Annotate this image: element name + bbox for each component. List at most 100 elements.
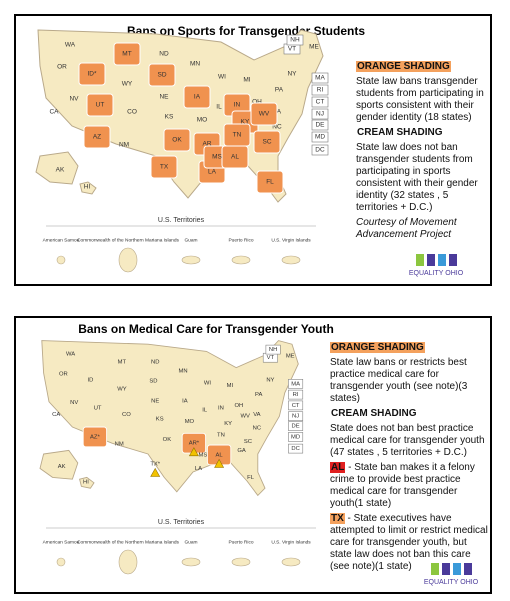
state-label: NE <box>159 94 169 101</box>
state-label-box <box>288 389 304 400</box>
state-label: OH <box>235 403 244 409</box>
territory-shape <box>181 557 201 567</box>
state-label: AK <box>58 464 66 470</box>
state-label: NM <box>115 442 124 448</box>
legend-note: CREAM SHADING <box>356 127 486 139</box>
state-label: WV <box>259 111 270 118</box>
state-label: IA <box>182 398 188 404</box>
state-label: NE <box>151 398 159 404</box>
logo-bar <box>453 563 461 575</box>
state-label-box <box>286 34 304 46</box>
state-shading <box>86 93 114 117</box>
territory-name: U.S. Virgin Islands <box>271 237 311 243</box>
state-label: LA <box>208 169 217 176</box>
state-label: RI <box>293 392 299 398</box>
territory-shape <box>118 549 138 575</box>
logo-bar <box>449 254 457 266</box>
state-label: IL <box>202 407 208 413</box>
state-label-box <box>311 72 329 84</box>
state-label: MO <box>197 117 207 124</box>
state-label: WI <box>218 74 226 81</box>
territory-name: American Samoa <box>43 539 80 545</box>
state-label: WI <box>204 380 212 386</box>
state-label-box <box>311 96 329 108</box>
legend-key: ORANGE SHADING <box>330 342 425 353</box>
state-label-box <box>288 443 304 454</box>
state-shading <box>253 130 281 154</box>
state-label: AR* <box>189 441 200 447</box>
state-label: HI <box>83 479 89 485</box>
legend-text: State law does not ban transgender stude… <box>356 142 478 213</box>
state-label: AL <box>231 154 239 161</box>
legend-notes: ORANGE SHADING State law bans or restrict… <box>330 342 488 576</box>
state-shading <box>221 145 249 169</box>
state-shading <box>82 426 108 448</box>
slide-sports: Bans on Sports for Transgender Students W… <box>14 14 492 286</box>
state-label: WA <box>65 42 76 49</box>
state-label: OH <box>252 99 262 106</box>
territory-shape <box>56 557 66 567</box>
territory-name: Commonwealth of the Northern Mariana Isl… <box>77 237 179 243</box>
state-label: DC <box>291 446 299 452</box>
state-label: WA <box>66 352 75 358</box>
state-label: MN <box>190 61 200 68</box>
territory-name: Puerto Rico <box>228 237 253 243</box>
state-shading <box>150 155 178 179</box>
state-label: TX* <box>150 461 160 467</box>
state-label: NV <box>70 400 78 406</box>
state-label: PA <box>275 87 284 94</box>
warning-icon <box>150 467 161 477</box>
state-label-box <box>288 400 304 411</box>
state-label: MI <box>243 77 250 84</box>
state-label: TN <box>233 132 242 139</box>
state-label: SC <box>244 439 252 445</box>
territory-name: U.S. Virgin Islands <box>271 539 311 545</box>
state-label: CA <box>52 412 60 418</box>
state-label: AK <box>56 167 65 174</box>
alaska-outline <box>35 151 79 185</box>
state-label: MT <box>118 360 127 366</box>
state-label-box <box>311 108 329 120</box>
state-label: MS <box>212 154 222 161</box>
state-label: TN <box>217 433 225 439</box>
state-label: PA <box>255 392 262 398</box>
state-label: CT <box>316 99 325 106</box>
state-label: MS <box>199 452 208 458</box>
state-label: ND <box>151 360 159 366</box>
state-label: ND <box>159 51 169 58</box>
state-label: SC <box>262 139 271 146</box>
territories-heading: U.S. Territories <box>158 519 205 526</box>
state-label: DE <box>292 424 300 430</box>
warning-icon <box>214 458 225 468</box>
logo-bar <box>431 563 439 575</box>
hawaii-outline <box>79 181 97 195</box>
state-label: MO <box>185 419 195 425</box>
legend-text: State law bans or restricts best practic… <box>330 357 468 404</box>
state-label: MN <box>179 369 188 375</box>
legend-key: CREAM SHADING <box>331 408 417 419</box>
legend-key: CREAM SHADING <box>357 127 443 138</box>
state-label: VA <box>253 412 260 418</box>
state-label: NC <box>253 425 261 431</box>
us-map: WA OR CA NV ID MT WY UT AZ* CO NM ND SD NE KS OK TX* MN IA… <box>39 340 304 497</box>
state-label: NJ <box>292 414 299 420</box>
state-label: CO <box>122 412 131 418</box>
us-outline <box>41 340 299 497</box>
legend-text: State law bans transgender students from… <box>356 76 484 123</box>
state-label: IN <box>218 406 224 412</box>
map-figure: Bans on Medical Care for Transgender You… <box>39 322 479 586</box>
territory-name: Puerto Rico <box>228 539 253 545</box>
state-label: CT <box>292 403 300 409</box>
state-label: LA <box>195 466 202 472</box>
legend-note: ORANGE SHADING <box>330 342 488 354</box>
legend-note: State law bans transgender students from… <box>356 76 486 124</box>
state-label: MD <box>291 434 300 440</box>
state-label-box <box>311 144 329 156</box>
state-label-box <box>311 119 329 131</box>
state-label: SD <box>149 379 157 385</box>
state-label-box <box>288 432 304 442</box>
territory-name: Guam <box>184 539 197 545</box>
state-shading <box>83 125 111 149</box>
territory-shape <box>281 255 301 265</box>
